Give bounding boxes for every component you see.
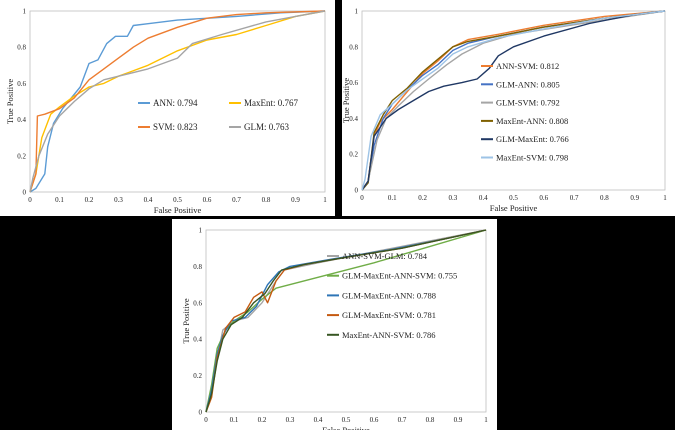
x-tick-label: 0.7 [398,416,407,424]
x-tick-label: 0.6 [370,416,379,424]
legend-label: SVM: 0.823 [153,122,198,132]
roc-curve [29,10,326,193]
y-tick-label: 0 [355,187,359,195]
y-axis-title: True Positive [342,78,351,123]
x-tick-label: 0.3 [286,416,295,424]
x-tick-label: 0.1 [388,194,397,202]
y-tick-label: 0.8 [349,43,358,51]
legend-label: MaxEnt-ANN: 0.808 [496,116,568,126]
roc-curve [205,229,487,413]
roc-panel-pairwise-ensembles: 0 0.1 0.2 0.3 0.4 0.5 0.6 0.7 0.8 0.9 1 0 0.2 0.4 0.6 0… [342,0,675,216]
legend-label: GLM: 0.763 [244,122,290,132]
x-tick-label: 0 [28,196,32,204]
roc-curve [361,10,666,191]
y-tick-label: 0.6 [193,299,202,307]
legend-label: GLM-MaxEnt-ANN: 0.788 [342,290,436,300]
y-axis-title: True Positive [5,79,15,124]
roc-curve [205,229,487,413]
x-tick-label: 0.9 [630,194,639,202]
roc-chart-pairwise-ensembles: 0 0.1 0.2 0.3 0.4 0.5 0.6 0.7 0.8 0.9 1 0 0.2 0.4 0.6 0… [342,8,667,214]
plot-area [29,10,326,193]
legend-label: GLM-ANN: 0.805 [496,79,560,89]
legend-label: ANN-SVM-GLM: 0.784 [342,251,428,261]
y-tick-label: 0.6 [17,80,26,88]
plot-area [361,10,666,191]
x-tick-label: 0.7 [570,194,579,202]
y-tick-label: 0.6 [349,79,358,87]
x-tick-label: 0.9 [454,416,463,424]
x-tick-label: 0.6 [539,194,548,202]
y-tick-label: 1 [355,8,359,16]
roc-chart-multi-model-ensembles: 0 0.1 0.2 0.3 0.4 0.5 0.6 0.7 0.8 0.9 1 0 0.2 0.4 0.6 0… [181,227,488,430]
x-tick-label: 0.7 [232,196,241,204]
x-axis-title: False Positive [490,203,538,213]
x-tick-label: 0.1 [55,196,64,204]
x-tick-label: 0.8 [262,196,271,204]
roc-curve [29,10,326,193]
legend-label: ANN: 0.794 [153,98,198,108]
x-tick-label: 0.5 [173,196,182,204]
legend-label: MaxEnt-SVM: 0.798 [496,153,568,163]
y-tick-label: 0.2 [349,151,358,159]
y-tick-label: 0.4 [17,116,26,124]
legend-label: ANN-SVM: 0.812 [496,61,559,71]
y-tick-label: 0.2 [17,152,26,160]
x-tick-label: 0.3 [114,196,123,204]
y-tick-label: 0.2 [193,372,202,380]
x-axis-title: False Positive [154,205,202,215]
roc-panel-single-models: 0 0.1 0.2 0.3 0.4 0.5 0.6 0.7 0.8 0.9 1 0 0.2 0.4 0.6 0… [0,0,335,216]
legend-label: GLM-MaxEnt: 0.766 [496,134,569,144]
x-tick-label: 0.5 [342,416,351,424]
legend-label: GLM-MaxEnt-SVM: 0.781 [342,310,436,320]
roc-curve [29,10,326,193]
x-tick-label: 0 [204,416,208,424]
y-tick-label: 0.8 [193,263,202,271]
y-tick-label: 0.8 [17,44,26,52]
roc-curve [361,10,666,191]
y-tick-label: 0 [23,189,27,197]
x-axis-title: False Positive [322,425,370,430]
legend-label: MaxEnt-ANN-SVM: 0.786 [342,330,436,340]
x-tick-label: 0.4 [479,194,488,202]
x-tick-label: 0.8 [426,416,435,424]
x-tick-label: 0.6 [203,196,212,204]
y-tick-label: 0.4 [193,336,202,344]
x-tick-label: 0.9 [291,196,300,204]
legend-label: MaxEnt: 0.767 [244,98,298,108]
roc-panel-multi-model-ensembles: 0 0.1 0.2 0.3 0.4 0.5 0.6 0.7 0.8 0.9 1 0 0.2 0.4 0.6 0… [172,219,497,430]
x-tick-label: 1 [663,194,667,202]
x-tick-label: 0.3 [449,194,458,202]
legend-label: GLM-MaxEnt-ANN-SVM: 0.755 [342,271,457,281]
x-tick-label: 0.2 [85,196,94,204]
roc-curve [361,10,666,191]
x-tick-label: 1 [323,196,327,204]
roc-chart-single-models: 0 0.1 0.2 0.3 0.4 0.5 0.6 0.7 0.8 0.9 1 0 0.2 0.4 0.6 0… [5,8,327,216]
x-tick-label: 0.5 [509,194,518,202]
x-tick-label: 0.4 [314,416,323,424]
y-tick-label: 1 [23,8,27,16]
y-tick-label: 1 [199,227,203,235]
x-tick-label: 0 [360,194,364,202]
x-tick-label: 0.2 [258,416,267,424]
x-tick-label: 0.4 [144,196,153,204]
plot-area [205,229,487,413]
x-tick-label: 1 [484,416,488,424]
x-tick-label: 0.2 [418,194,427,202]
x-tick-label: 0.1 [230,416,239,424]
roc-curve [29,10,326,193]
x-tick-label: 0.8 [600,194,609,202]
y-tick-label: 0.4 [349,115,358,123]
roc-curve [361,10,666,191]
y-tick-label: 0 [199,409,203,417]
legend-label: GLM-SVM: 0.792 [496,98,560,108]
y-axis-title: True Positive [181,298,191,343]
